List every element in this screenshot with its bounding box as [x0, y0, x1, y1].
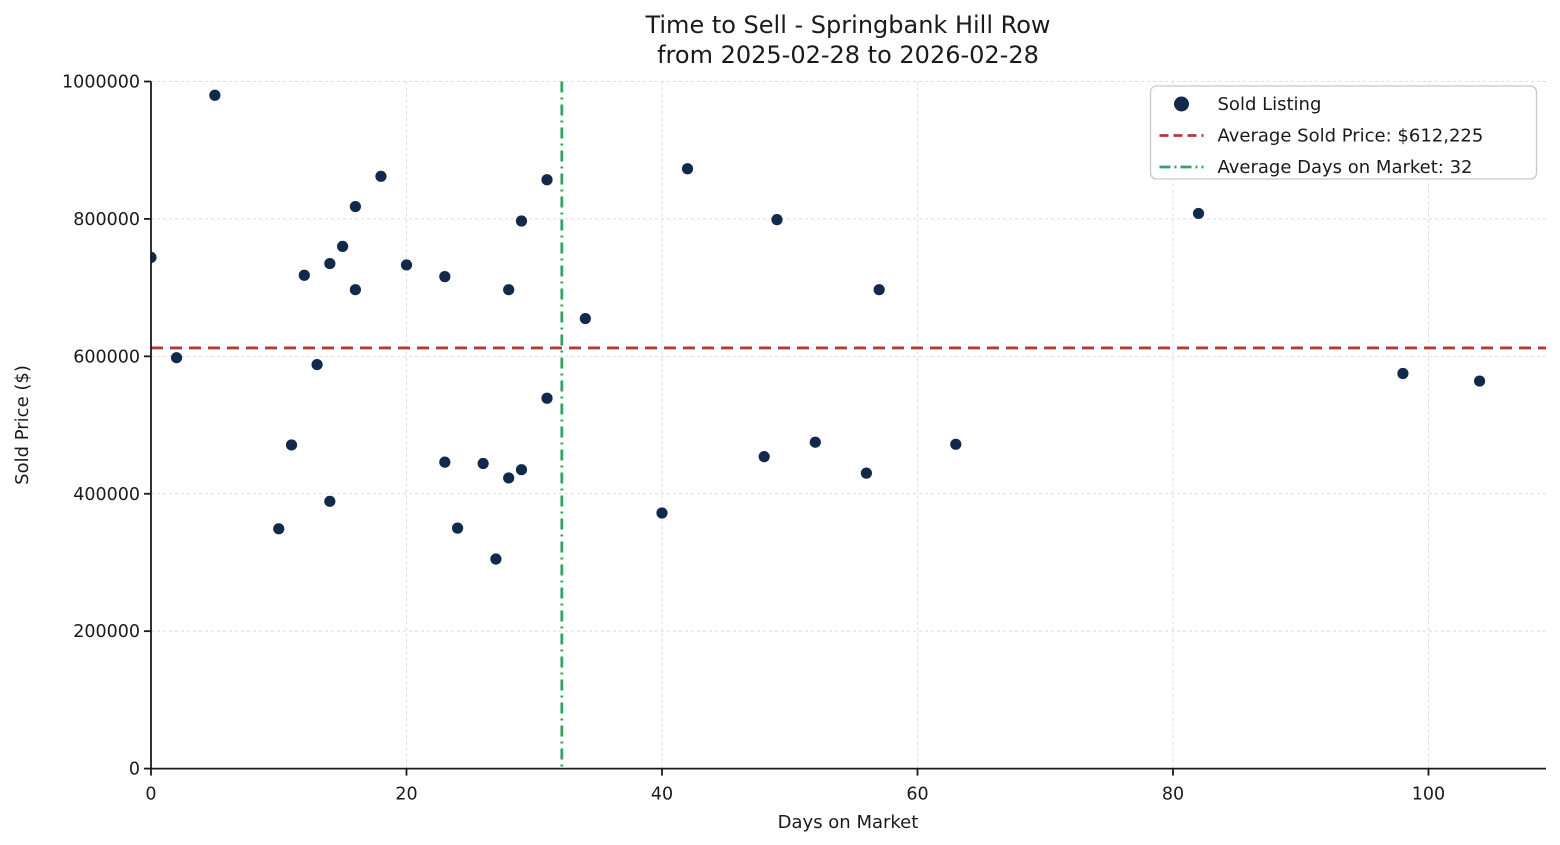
- scatter-point: [1192, 207, 1205, 220]
- scatter-point: [541, 174, 553, 186]
- scatter-point: [681, 163, 694, 175]
- y-axis-label: Sold Price ($): [12, 365, 33, 485]
- scatter-point: [151, 251, 157, 263]
- scatter-point: [477, 457, 489, 470]
- scatter-point: [285, 439, 298, 451]
- scatter-point: [860, 467, 872, 479]
- legend-entry-label: Average Days on Market: 32: [1218, 157, 1473, 178]
- scatter-point: [170, 352, 183, 364]
- scatter-point: [375, 170, 387, 182]
- scatter-point: [758, 451, 770, 463]
- scatter-point: [439, 271, 451, 283]
- x-tick-label: 20: [395, 785, 417, 805]
- scatter-point: [541, 392, 553, 404]
- y-tick-label: 400000: [73, 485, 140, 505]
- scatter-points: [151, 89, 1486, 565]
- scatter-point: [400, 259, 413, 271]
- legend-entry-label: Sold Listing: [1218, 94, 1322, 115]
- scatter-point: [950, 438, 962, 450]
- legend: Sold Listing Average Sold Price: $612,225…: [1149, 85, 1538, 180]
- legend-marker-dot: [1174, 96, 1189, 112]
- scatter-point: [656, 507, 668, 519]
- axes: 0 20 40 60 80 100 0 200000 400000 600000 800000 100…: [62, 73, 1546, 805]
- scatter-point: [311, 358, 323, 371]
- scatter-point: [1397, 367, 1409, 380]
- scatter-point: [451, 522, 464, 534]
- scatter-point: [809, 436, 821, 448]
- y-tick-label: 0: [129, 760, 140, 780]
- scatter-point: [515, 464, 528, 476]
- y-tick-label: 1000000: [62, 73, 140, 93]
- x-tick-label: 100: [1412, 785, 1445, 805]
- scatter-point: [579, 312, 591, 325]
- x-tick-label: 60: [906, 785, 928, 805]
- scatter-point: [1473, 375, 1486, 387]
- legend-entry-label: Average Sold Price: $612,225: [1218, 126, 1484, 147]
- y-tick-label: 800000: [73, 210, 140, 230]
- legend-box: [1149, 85, 1538, 180]
- x-axis-label: Days on Market: [778, 812, 919, 833]
- scatter-point: [273, 523, 285, 535]
- scatter-point: [873, 284, 885, 296]
- scatter-point: [209, 89, 221, 101]
- scatter-point: [337, 240, 349, 253]
- scatter-point: [349, 284, 361, 296]
- scatter-point: [503, 284, 515, 296]
- scatter-point: [324, 495, 336, 507]
- grid-lines: [150, 81, 1546, 770]
- y-tick-label: 600000: [73, 347, 140, 367]
- scatter-point: [503, 472, 515, 484]
- scatter-point: [771, 214, 783, 226]
- chart-subtitle: from 2025-02-28 to 2026-02-28: [657, 41, 1039, 69]
- scatter-point: [349, 200, 361, 213]
- scatter-point: [490, 553, 502, 565]
- x-tick-label: 80: [1162, 785, 1184, 805]
- x-tick-label: 40: [651, 785, 673, 805]
- x-tick-label: 0: [145, 785, 156, 805]
- scatter-point: [439, 456, 451, 468]
- chart-title: Time to Sell - Springbank Hill Row: [644, 11, 1050, 39]
- scatter-point: [324, 257, 336, 270]
- y-tick-label: 200000: [73, 622, 140, 642]
- scatter-point: [515, 215, 528, 227]
- reference-lines: [151, 81, 1546, 769]
- scatter-point: [298, 269, 310, 281]
